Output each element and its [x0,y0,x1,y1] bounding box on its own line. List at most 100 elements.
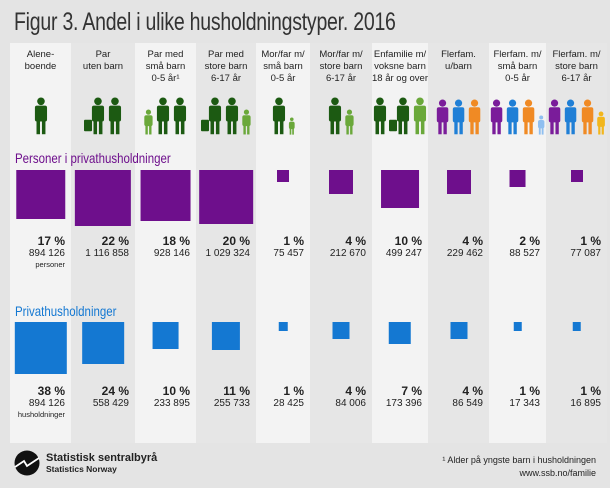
person-icon [200,97,221,135]
households-square [572,322,581,331]
category-column: Alene- boende 17 % 894 126 personer 38 %… [10,43,71,443]
persons-square [74,170,132,227]
households-square [278,322,288,331]
persons-values: 4 % 229 462 [447,235,483,260]
persons-percent: 17 % [37,234,65,248]
person-icon [452,99,465,135]
category-column: Par med store barn 6-17 år 20 % 1 029 32… [196,43,256,443]
persons-percent: 1 % [580,234,601,248]
person-icon [549,99,561,135]
households-percent: 4 % [462,384,483,398]
households-values: 11 % 255 733 [214,385,250,410]
households-square [14,322,67,375]
person-icon [144,109,153,135]
households-percent: 4 % [345,384,366,398]
households-percent: 1 % [283,384,304,398]
households-percent: 10 % [162,384,190,398]
persons-square [277,170,289,182]
section-households-label: Privathusholdninger [15,303,117,319]
households-values: 1 % 16 895 [570,385,601,410]
logo-sub: Statistics Norway [46,464,117,474]
households-percent: 1 % [580,384,601,398]
person-icon [373,97,387,135]
person-icon [581,99,593,135]
person-icon [173,97,186,135]
households-count: 894 126 [28,398,65,409]
persons-unit: personer [35,260,65,269]
person-icon [225,97,238,135]
persons-square [140,170,191,221]
source-url[interactable]: www.ssb.no/familie [519,468,596,478]
persons-square [509,170,526,187]
households-count: 84 006 [335,398,366,409]
households-values: 1 % 17 343 [509,385,540,410]
persons-count: 88 527 [509,248,540,259]
persons-values: 10 % 499 247 [386,235,422,260]
households-percent: 7 % [401,384,422,398]
households-square [513,322,522,331]
household-figures [10,87,71,135]
persons-count: 75 457 [273,248,304,259]
household-figures [71,87,135,135]
households-count: 255 733 [213,398,250,409]
households-square [152,322,179,349]
person-icon [596,111,605,135]
households-count: 86 549 [452,398,483,409]
person-icon [468,99,481,135]
category-label: Flerfam. u/barn [441,49,476,72]
households-values: 4 % 84 006 [335,385,366,410]
category-column: Enfamilie m/ voksne barn 18 år og over 1… [372,43,428,443]
persons-percent: 2 % [519,234,540,248]
category-label: Alene- boende [24,49,57,72]
household-figures [135,87,196,135]
persons-percent: 20 % [222,234,250,248]
households-square [332,322,350,339]
person-icon [507,99,519,135]
persons-count: 77 087 [570,248,601,259]
category-label: Flerfam. m/ store barn 6-17 år [552,49,601,84]
persons-values: 20 % 1 029 324 [206,235,251,260]
households-values: 4 % 86 549 [452,385,483,410]
category-label: Par med store barn 6-17 år [204,49,248,84]
chart-title: Figur 3. Andel i ulike husholdningstyper… [14,8,396,36]
persons-percent: 1 % [283,234,304,248]
person-icon [241,109,251,135]
category-label: Enfamilie m/ voksne barn 18 år og over [372,49,428,84]
persons-count: 229 462 [446,248,483,259]
households-unit: husholdninger [17,410,65,419]
households-values: 38 % 894 126 husholdninger [18,385,65,420]
category-column: Flerfam. u/barn 4 % 229 462 4 % 86 549 [428,43,489,443]
persons-values: 1 % 75 457 [273,235,304,260]
households-values: 1 % 28 425 [273,385,304,410]
households-count: 558 429 [92,398,129,409]
persons-square [570,170,583,182]
persons-percent: 22 % [101,234,129,248]
household-figures [310,87,372,135]
persons-count: 499 247 [385,248,422,259]
household-figures [546,87,607,135]
households-count: 16 895 [570,398,601,409]
households-percent: 24 % [101,384,129,398]
footnote-text: ¹ Alder på yngste barn i husholdningen [442,455,596,465]
category-column: Par med små barn 0-5 år¹ 18 % 928 146 10… [135,43,196,443]
person-icon [345,109,354,135]
persons-square [329,170,353,194]
households-percent: 1 % [519,384,540,398]
households-count: 233 895 [153,398,190,409]
person-icon [413,97,427,135]
households-values: 24 % 558 429 [93,385,129,410]
persons-values: 22 % 1 116 858 [85,235,129,260]
persons-values: 4 % 212 670 [330,235,366,260]
person-icon [328,97,342,135]
household-figures [489,87,546,135]
household-figures [428,87,489,135]
section-persons-label: Personer i privathusholdninger [15,150,171,166]
person-icon [565,99,577,135]
person-icon [156,97,170,135]
logo-name: Statistisk sentralbyrå [46,452,158,464]
households-square [388,322,412,345]
households-count: 17 343 [509,398,540,409]
persons-count: 928 146 [153,248,190,259]
households-percent: 11 % [223,384,250,398]
person-icon [108,97,121,135]
